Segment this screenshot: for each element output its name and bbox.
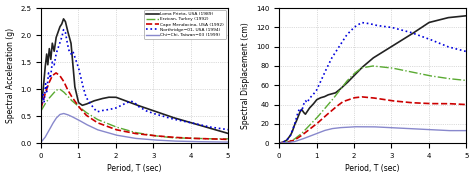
Chi−Chi, Taiwan−03 (1999) <box>61 112 66 115</box>
Northridge−01, USA (1994) <box>220 128 226 130</box>
Loma Prieta, USA (1989) <box>220 131 226 133</box>
Loma Prieta, USA (1989) <box>61 18 66 20</box>
Y-axis label: Spectral Acceleration (g): Spectral Acceleration (g) <box>6 28 15 123</box>
Northridge−01, USA (1994) <box>186 121 191 123</box>
Legend: Loma Prieta, USA (1989), Erzican, Turkey (1992), Cape Mendocino, USA (1992), Nor: Loma Prieta, USA (1989), Erzican, Turkey… <box>145 10 226 39</box>
Chi−Chi, Taiwan−03 (1999) <box>220 141 226 143</box>
Northridge−01, USA (1994) <box>124 101 130 104</box>
Erzican, Turkey (1992) <box>38 110 44 112</box>
Northridge−01, USA (1994) <box>48 76 54 78</box>
Erzican, Turkey (1992) <box>220 138 226 140</box>
Erzican, Turkey (1992) <box>57 88 63 90</box>
Cape Mendocino, USA (1992) <box>220 138 226 140</box>
Erzican, Turkey (1992) <box>225 138 231 140</box>
X-axis label: Period, T (sec): Period, T (sec) <box>107 165 162 173</box>
Cape Mendocino, USA (1992) <box>53 72 59 74</box>
Erzican, Turkey (1992) <box>48 95 54 98</box>
X-axis label: Period, T (sec): Period, T (sec) <box>346 165 400 173</box>
Erzican, Turkey (1992) <box>207 138 212 140</box>
Northridge−01, USA (1994) <box>38 107 44 109</box>
Chi−Chi, Taiwan−03 (1999) <box>124 136 130 138</box>
Erzican, Turkey (1992) <box>220 138 226 140</box>
Chi−Chi, Taiwan−03 (1999) <box>225 141 231 143</box>
Loma Prieta, USA (1989) <box>186 121 191 123</box>
Chi−Chi, Taiwan−03 (1999) <box>220 141 226 143</box>
Line: Cape Mendocino, USA (1992): Cape Mendocino, USA (1992) <box>41 73 228 139</box>
Cape Mendocino, USA (1992) <box>38 107 44 109</box>
Northridge−01, USA (1994) <box>225 129 231 131</box>
Cape Mendocino, USA (1992) <box>220 138 226 140</box>
Cape Mendocino, USA (1992) <box>129 132 135 134</box>
Line: Erzican, Turkey (1992): Erzican, Turkey (1992) <box>41 89 228 139</box>
Cape Mendocino, USA (1992) <box>225 138 231 141</box>
Erzican, Turkey (1992) <box>186 137 191 139</box>
Erzican, Turkey (1992) <box>124 129 130 131</box>
Y-axis label: Spectral Displacement (cm): Spectral Displacement (cm) <box>241 22 250 129</box>
Chi−Chi, Taiwan−03 (1999) <box>186 140 191 142</box>
Northridge−01, USA (1994) <box>61 29 66 31</box>
Loma Prieta, USA (1989) <box>48 57 54 59</box>
Chi−Chi, Taiwan−03 (1999) <box>38 141 44 143</box>
Erzican, Turkey (1992) <box>129 130 135 133</box>
Loma Prieta, USA (1989) <box>220 131 226 133</box>
Line: Northridge−01, USA (1994): Northridge−01, USA (1994) <box>41 30 228 130</box>
Chi−Chi, Taiwan−03 (1999) <box>129 137 135 139</box>
Loma Prieta, USA (1989) <box>129 102 135 104</box>
Line: Chi−Chi, Taiwan−03 (1999): Chi−Chi, Taiwan−03 (1999) <box>41 113 228 142</box>
Northridge−01, USA (1994) <box>220 128 226 130</box>
Loma Prieta, USA (1989) <box>124 100 130 102</box>
Cape Mendocino, USA (1992) <box>124 131 130 133</box>
Chi−Chi, Taiwan−03 (1999) <box>48 126 54 129</box>
Northridge−01, USA (1994) <box>129 100 135 103</box>
Cape Mendocino, USA (1992) <box>186 137 191 139</box>
Loma Prieta, USA (1989) <box>225 132 231 134</box>
Line: Loma Prieta, USA (1989): Loma Prieta, USA (1989) <box>41 19 228 133</box>
Cape Mendocino, USA (1992) <box>48 78 54 80</box>
Loma Prieta, USA (1989) <box>38 104 44 106</box>
